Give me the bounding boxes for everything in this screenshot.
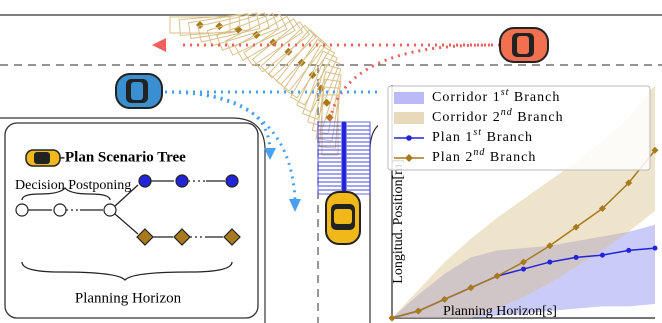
x-axis-label: Planning Horizon[s]: [443, 304, 557, 319]
car-yellow: [326, 192, 360, 244]
corridor-stack: [318, 121, 370, 194]
legend-swatch: [394, 92, 424, 104]
plan-marker: [653, 246, 658, 251]
postpone-label: Decision Postponing: [15, 178, 131, 193]
arrow-head: [264, 148, 276, 160]
plan-marker: [600, 253, 605, 258]
legend-label: Plan 1st Branch: [432, 127, 533, 145]
car-icon: [26, 150, 60, 166]
car-red: [500, 28, 548, 62]
arrow-head: [152, 38, 166, 52]
plan-marker: [626, 248, 631, 253]
plan-marker: [521, 267, 526, 272]
figure: -Plan Scenario Tree Decision Postponing …: [0, 0, 662, 323]
legend-swatch: [394, 112, 424, 124]
horizon-label: Planning Horizon: [75, 290, 182, 306]
plan-marker: [574, 255, 579, 260]
y-axis-label: Longitud. Position[m]: [391, 159, 406, 283]
plan-marker: [547, 260, 552, 265]
arrow-head: [289, 199, 301, 212]
car-blue: [116, 74, 162, 108]
legend-label: Corridor 1st Branch: [432, 87, 560, 105]
legend-swatch: [406, 135, 412, 141]
chart: Planning Horizon[s] Longitud. Position[m]…: [378, 80, 662, 323]
legend-label: Corridor 2nd Branch: [432, 107, 564, 125]
tree-title: -Plan Scenario Tree: [60, 149, 186, 165]
